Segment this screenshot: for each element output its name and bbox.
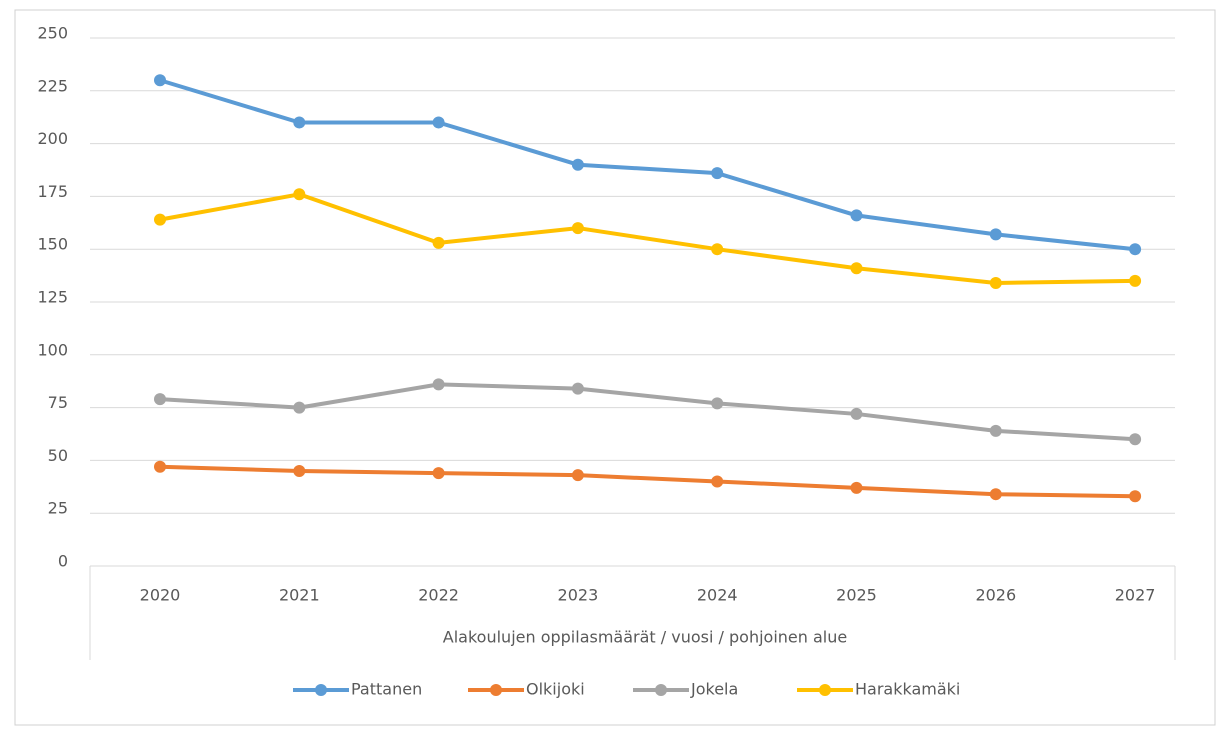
data-point: [571, 158, 584, 171]
x-tick-label: 2025: [836, 586, 877, 605]
legend-label: Pattanen: [351, 680, 422, 699]
data-point: [293, 401, 306, 414]
data-point: [711, 397, 724, 410]
data-point: [850, 407, 863, 420]
data-point: [571, 222, 584, 235]
legend-label: Jokela: [690, 680, 738, 699]
x-tick-label: 2020: [140, 586, 181, 605]
legend-label: Harakkamäki: [855, 680, 960, 699]
x-tick-label: 2026: [975, 586, 1016, 605]
chart-border: [14, 9, 1216, 726]
data-point: [154, 213, 166, 226]
y-tick-label: 175: [37, 182, 68, 201]
data-point: [711, 243, 724, 256]
legend-marker: [490, 684, 502, 696]
y-tick-label: 0: [58, 552, 68, 571]
data-point: [154, 393, 166, 406]
data-point: [293, 116, 306, 129]
data-point: [154, 74, 166, 87]
data-point: [989, 488, 1002, 501]
data-point: [154, 460, 166, 473]
legend-marker: [655, 684, 667, 696]
data-point: [1129, 243, 1142, 256]
y-tick-label: 250: [37, 24, 68, 43]
y-tick-label: 50: [48, 446, 68, 465]
data-point: [989, 424, 1002, 437]
series-line: [159, 78, 1136, 252]
data-point: [432, 236, 445, 249]
x-tick-label: 2027: [1115, 586, 1156, 605]
data-point: [850, 209, 863, 222]
series-line: [159, 464, 1136, 499]
data-point: [850, 481, 863, 494]
y-tick-label: 150: [37, 235, 68, 254]
x-axis-label: Alakoulujen oppilasmäärät / vuosi / pohj…: [443, 628, 847, 647]
data-point: [711, 475, 724, 488]
data-point: [432, 467, 445, 480]
y-tick-label: 225: [37, 76, 68, 95]
x-tick-label: 2021: [279, 586, 320, 605]
series-line: [159, 382, 1136, 442]
legend-marker: [315, 684, 327, 696]
data-point: [293, 188, 306, 201]
x-tick-label: 2022: [418, 586, 459, 605]
legend-marker: [819, 684, 831, 696]
y-tick-label: 100: [37, 340, 68, 359]
data-point: [571, 382, 584, 395]
x-tick-label: 2023: [558, 586, 599, 605]
data-point: [293, 464, 306, 477]
data-point: [1129, 490, 1142, 503]
data-point: [711, 167, 724, 180]
x-tick-label: 2024: [697, 586, 738, 605]
y-tick-label: 125: [37, 288, 68, 307]
y-tick-label: 200: [37, 129, 68, 148]
data-point: [850, 262, 863, 275]
data-point: [432, 378, 445, 391]
series-line: [159, 192, 1136, 285]
data-point: [989, 276, 1002, 289]
data-point: [1129, 433, 1142, 446]
legend-label: Olkijoki: [526, 680, 585, 699]
data-point: [989, 228, 1002, 241]
data-point: [571, 469, 584, 482]
y-tick-label: 25: [48, 499, 68, 518]
y-tick-label: 75: [48, 393, 68, 412]
data-point: [432, 116, 445, 129]
data-point: [1129, 274, 1142, 287]
